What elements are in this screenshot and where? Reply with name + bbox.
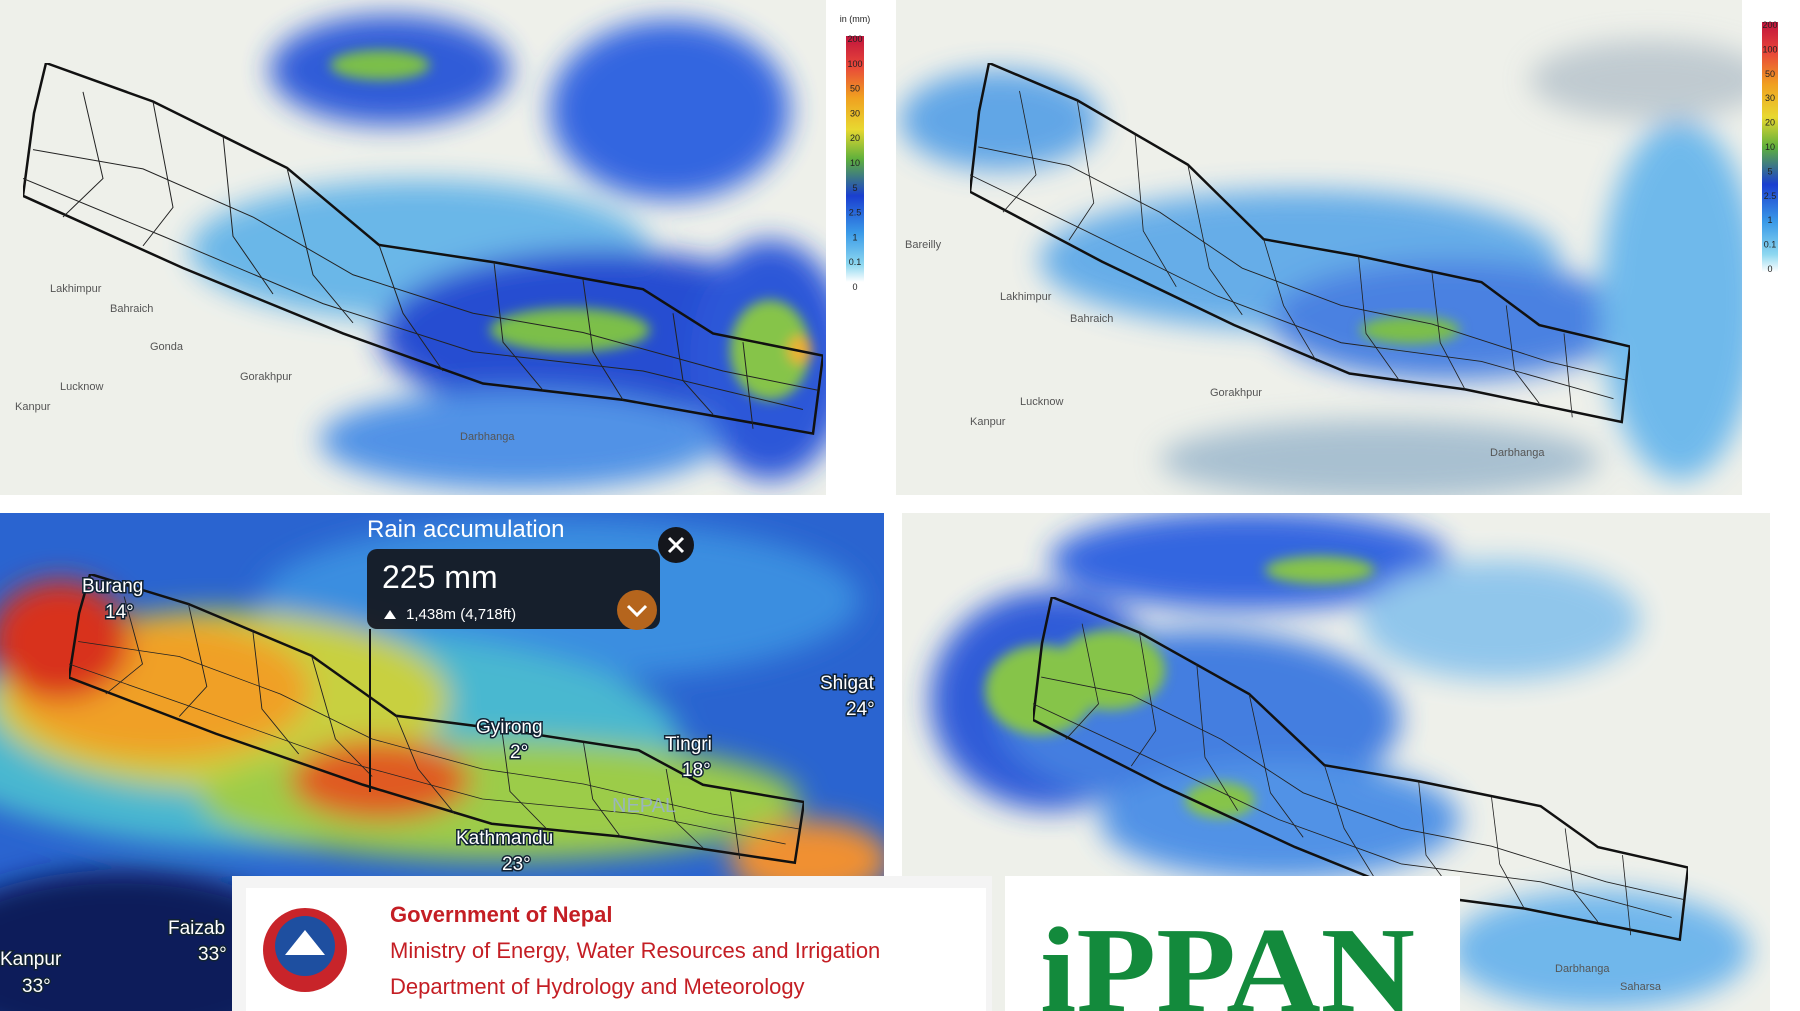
- banner-line: Government of Nepal: [390, 902, 612, 927]
- legend-label: 50: [1765, 69, 1775, 79]
- place-label: Shigat: [820, 673, 875, 694]
- place-label: Lucknow: [1020, 396, 1063, 408]
- place-label: Gorakhpur: [1210, 387, 1262, 399]
- place-temp: 14°: [105, 602, 134, 623]
- chevron-icon: [626, 604, 648, 618]
- banner-inner: [246, 888, 986, 1011]
- emblem-mountain: [285, 930, 325, 955]
- agency-banner: Government of Nepal Ministry of Energy, …: [232, 876, 992, 1011]
- legend-label: 5: [852, 183, 857, 193]
- place-label: Faizab: [168, 918, 225, 939]
- legend-label: 20: [1765, 118, 1775, 128]
- place-temp: 24°: [846, 699, 875, 720]
- logo: iPPAN: [1040, 903, 1415, 1011]
- legend-label: 0: [1767, 264, 1772, 274]
- legend-label: 10: [850, 158, 860, 168]
- legend-label: 50: [850, 84, 860, 94]
- place-label: Darbhanga: [1490, 447, 1545, 459]
- legend-label: 200: [847, 34, 862, 44]
- legend-label: 30: [1765, 93, 1775, 103]
- place-label: Lakhimpur: [1000, 291, 1052, 303]
- place-label: Bareilly: [905, 239, 942, 251]
- legend-label: 200: [1762, 20, 1777, 30]
- legend-label: 0: [852, 282, 857, 292]
- place-label: Gorakhpur: [240, 371, 292, 383]
- logo-bg: [1005, 876, 1460, 1011]
- place-label: Lakhimpur: [50, 283, 102, 295]
- place-label: Gyirong: [476, 717, 543, 738]
- place-temp: 33°: [198, 944, 227, 965]
- place-label: Kanpur: [0, 949, 62, 970]
- legend-unit: in (mm): [840, 14, 871, 24]
- legend-label: 0.1: [849, 257, 862, 267]
- map-panel: Bareilly Lakhimpur Bahraich Lucknow Gora…: [896, 0, 1742, 495]
- place-label: Saharsa: [1620, 981, 1662, 993]
- legend-label: 2.5: [849, 208, 862, 218]
- legend-label: 10: [1765, 142, 1775, 152]
- legend-label: 1: [852, 232, 857, 242]
- place-label: Lucknow: [60, 381, 103, 393]
- popup-title: Rain accumulation: [367, 516, 564, 543]
- place-label: Tingri: [665, 734, 712, 755]
- close-icon: [667, 536, 685, 554]
- place-label: Bahraich: [1070, 313, 1113, 325]
- place-label: Darbhanga: [1555, 963, 1610, 975]
- place-temp: 18°: [682, 760, 711, 781]
- legend-label: 30: [850, 108, 860, 118]
- logo-box: iPPAN: [1005, 876, 1460, 1011]
- country-label: NEPAL: [612, 795, 676, 817]
- place-label: Gonda: [150, 341, 184, 353]
- place-label: Darbhanga: [460, 431, 515, 443]
- legend-labels: 200 100 50 30 20 10 5 2.5 1 0.1 0: [1762, 20, 1777, 274]
- popup-value: 225 mm: [382, 559, 498, 595]
- legend-label: 0.1: [1764, 240, 1777, 250]
- legend-bar: [1762, 22, 1778, 272]
- place-label: Burang: [82, 576, 143, 597]
- legend-label: 5: [1767, 166, 1772, 176]
- legend-label: 1: [1767, 215, 1772, 225]
- legend-bar: [846, 36, 864, 282]
- legend-labels: 200 100 50 30 20 10 5 2.5 1 0.1 0: [847, 34, 862, 292]
- banner-line: Department of Hydrology and Meteorology: [390, 974, 805, 999]
- elevation-icon: [384, 610, 396, 619]
- legend-label: 100: [847, 59, 862, 69]
- popup-elevation: 1,438m (4,718ft): [406, 606, 516, 623]
- place-temp: 2°: [510, 742, 528, 763]
- map-panel: Lakhimpur Bahraich Gonda Lucknow Gorakhp…: [0, 0, 826, 495]
- place-label: Kanpur: [15, 401, 51, 413]
- legend-label: 2.5: [1764, 191, 1777, 201]
- legend-label: 20: [850, 133, 860, 143]
- banner-line: Ministry of Energy, Water Resources and …: [390, 938, 880, 963]
- expand-button[interactable]: [617, 590, 657, 630]
- popup: [367, 549, 660, 629]
- place-label: Bahraich: [110, 303, 153, 315]
- legend-label: 100: [1762, 44, 1777, 54]
- place-label: Kathmandu: [456, 828, 553, 849]
- place-temp: 33°: [22, 976, 51, 997]
- place-temp: 23°: [502, 854, 531, 875]
- place-label: Kanpur: [970, 416, 1006, 428]
